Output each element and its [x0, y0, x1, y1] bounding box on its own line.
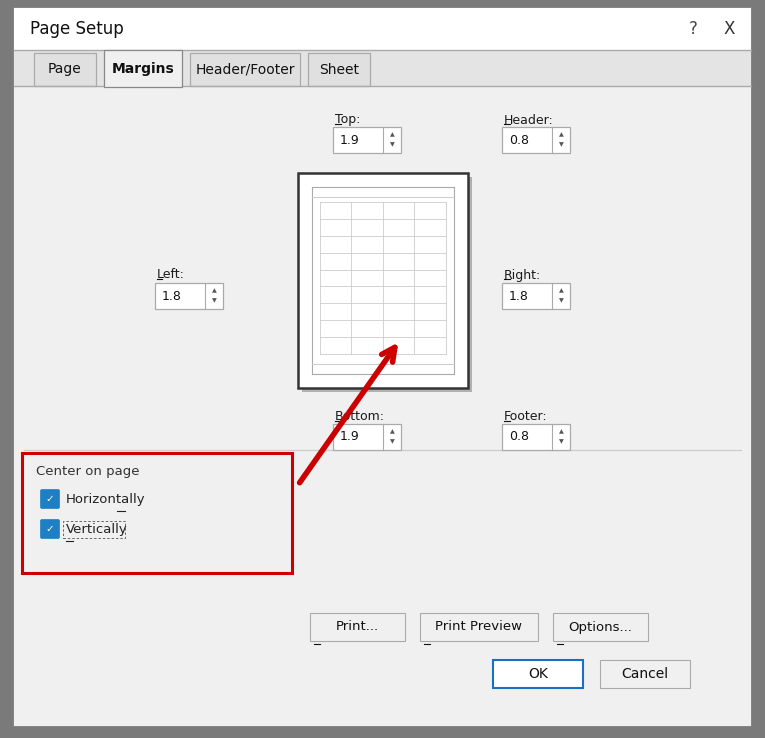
Bar [14, 8, 751, 50]
Bar [553, 613, 648, 641]
Bar [104, 50, 182, 87]
Text: ▼: ▼ [389, 440, 395, 445]
Text: ▼: ▼ [212, 299, 216, 304]
Text: ▼: ▼ [389, 142, 395, 148]
Bar [14, 50, 751, 86]
Text: ▲: ▲ [389, 430, 395, 434]
Bar [502, 127, 570, 153]
Text: 0.8: 0.8 [509, 134, 529, 147]
Text: 1.9: 1.9 [340, 134, 360, 147]
Bar [22, 453, 292, 573]
Bar [190, 53, 300, 86]
Text: Bottom:: Bottom: [335, 410, 385, 424]
Bar [308, 53, 370, 86]
Text: Cancel: Cancel [621, 667, 669, 681]
Text: Vertically: Vertically [66, 523, 128, 536]
Text: OK: OK [528, 667, 548, 681]
Text: ▼: ▼ [558, 299, 563, 304]
Text: ▲: ▲ [389, 132, 395, 137]
FancyBboxPatch shape [41, 489, 60, 508]
Text: Options...: Options... [568, 621, 633, 633]
Text: Left:: Left: [157, 269, 185, 281]
Text: X: X [724, 20, 734, 38]
Text: ✓: ✓ [46, 524, 54, 534]
Bar [502, 283, 570, 309]
Text: Right:: Right: [504, 269, 542, 281]
Text: 1.8: 1.8 [509, 289, 529, 303]
Text: Center on page: Center on page [36, 464, 139, 477]
Text: Print Preview: Print Preview [435, 621, 522, 633]
Bar [502, 424, 570, 450]
Text: Page Setup: Page Setup [30, 20, 124, 38]
Text: ▼: ▼ [558, 440, 563, 445]
Text: Footer:: Footer: [504, 410, 548, 424]
Text: 0.8: 0.8 [509, 430, 529, 444]
Text: Horizontally: Horizontally [66, 492, 145, 506]
Text: 1.9: 1.9 [340, 430, 360, 444]
FancyBboxPatch shape [41, 520, 60, 539]
Text: Top:: Top: [335, 114, 360, 126]
Text: Margins: Margins [112, 61, 174, 75]
Bar [14, 86, 751, 726]
Bar [298, 173, 468, 388]
Text: ▲: ▲ [558, 132, 563, 137]
Text: Header:: Header: [504, 114, 554, 126]
Bar [420, 613, 538, 641]
Text: ▲: ▲ [212, 289, 216, 293]
Text: Page: Page [48, 63, 82, 77]
Text: ▲: ▲ [558, 289, 563, 293]
Text: Sheet: Sheet [319, 63, 359, 77]
Text: ✓: ✓ [46, 494, 54, 504]
Bar [493, 660, 583, 688]
Bar [155, 283, 223, 309]
Bar [34, 53, 96, 86]
Bar [600, 660, 690, 688]
Text: ▼: ▼ [558, 142, 563, 148]
Text: 1.8: 1.8 [162, 289, 182, 303]
Bar [310, 613, 405, 641]
Text: ▲: ▲ [558, 430, 563, 434]
Text: ?: ? [688, 20, 698, 38]
Bar [333, 424, 401, 450]
Text: Print...: Print... [336, 621, 379, 633]
Bar [63, 521, 125, 538]
Text: Header/Footer: Header/Footer [195, 63, 295, 77]
Bar [302, 177, 472, 392]
Bar [333, 127, 401, 153]
